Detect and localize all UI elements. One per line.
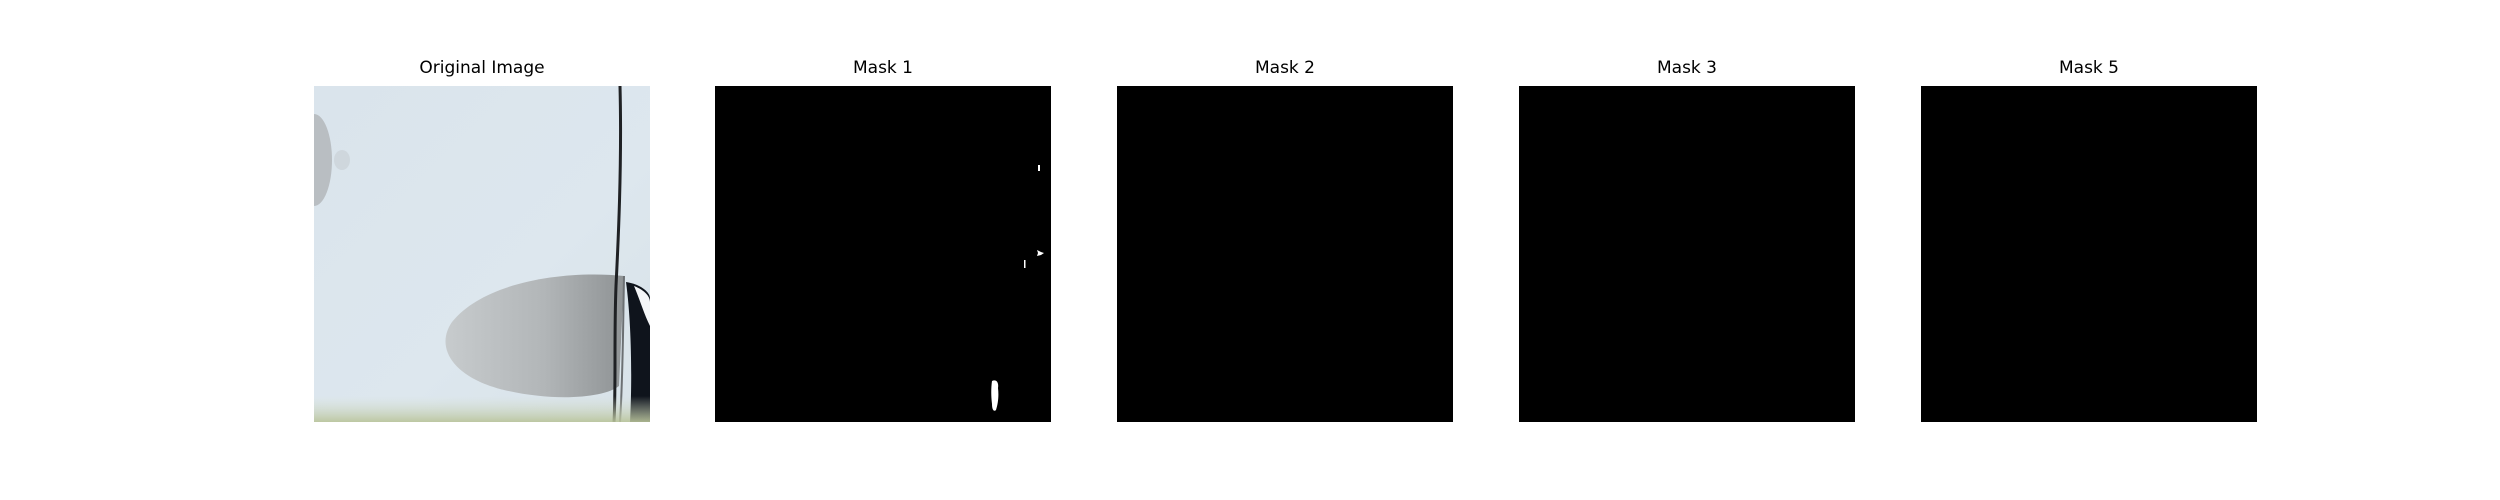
panel-mask-2: Mask 2: [1117, 56, 1453, 422]
panel-title: Original Image: [419, 58, 545, 78]
knob-shape: [334, 150, 350, 170]
mask-blob: [1038, 165, 1040, 171]
panel-title: Mask 5: [2058, 58, 2119, 78]
panel-mask-5: Mask 5: [1921, 56, 2257, 422]
large-shadow-shape: [445, 274, 624, 398]
panel-title: Mask 2: [1254, 58, 1315, 78]
original-image: [314, 86, 650, 422]
mask-blob: [991, 380, 999, 411]
gap-highlight: [634, 286, 650, 326]
mask-blob: [1024, 260, 1026, 268]
mask-background: [1519, 86, 1855, 422]
panel-title: Mask 1: [852, 58, 913, 78]
dark-gap: [626, 282, 650, 422]
mask-1-image: [715, 86, 1051, 422]
mask-blob: [1037, 250, 1044, 256]
left-shadow-shape: [314, 114, 332, 206]
mask-2-image: [1117, 86, 1453, 422]
panel-mask-1: Mask 1: [715, 56, 1051, 422]
mask-background: [715, 86, 1051, 422]
mask-background: [1921, 86, 2257, 422]
panel-mask-3: Mask 3: [1519, 56, 1855, 422]
mask-3-image: [1519, 86, 1855, 422]
bottom-tint: [314, 396, 650, 422]
mask-background: [1117, 86, 1453, 422]
mask-5-image: [1921, 86, 2257, 422]
panel-original-image: Original Image: [314, 56, 650, 422]
panel-title: Mask 3: [1656, 58, 1717, 78]
crease-line: [612, 86, 623, 422]
